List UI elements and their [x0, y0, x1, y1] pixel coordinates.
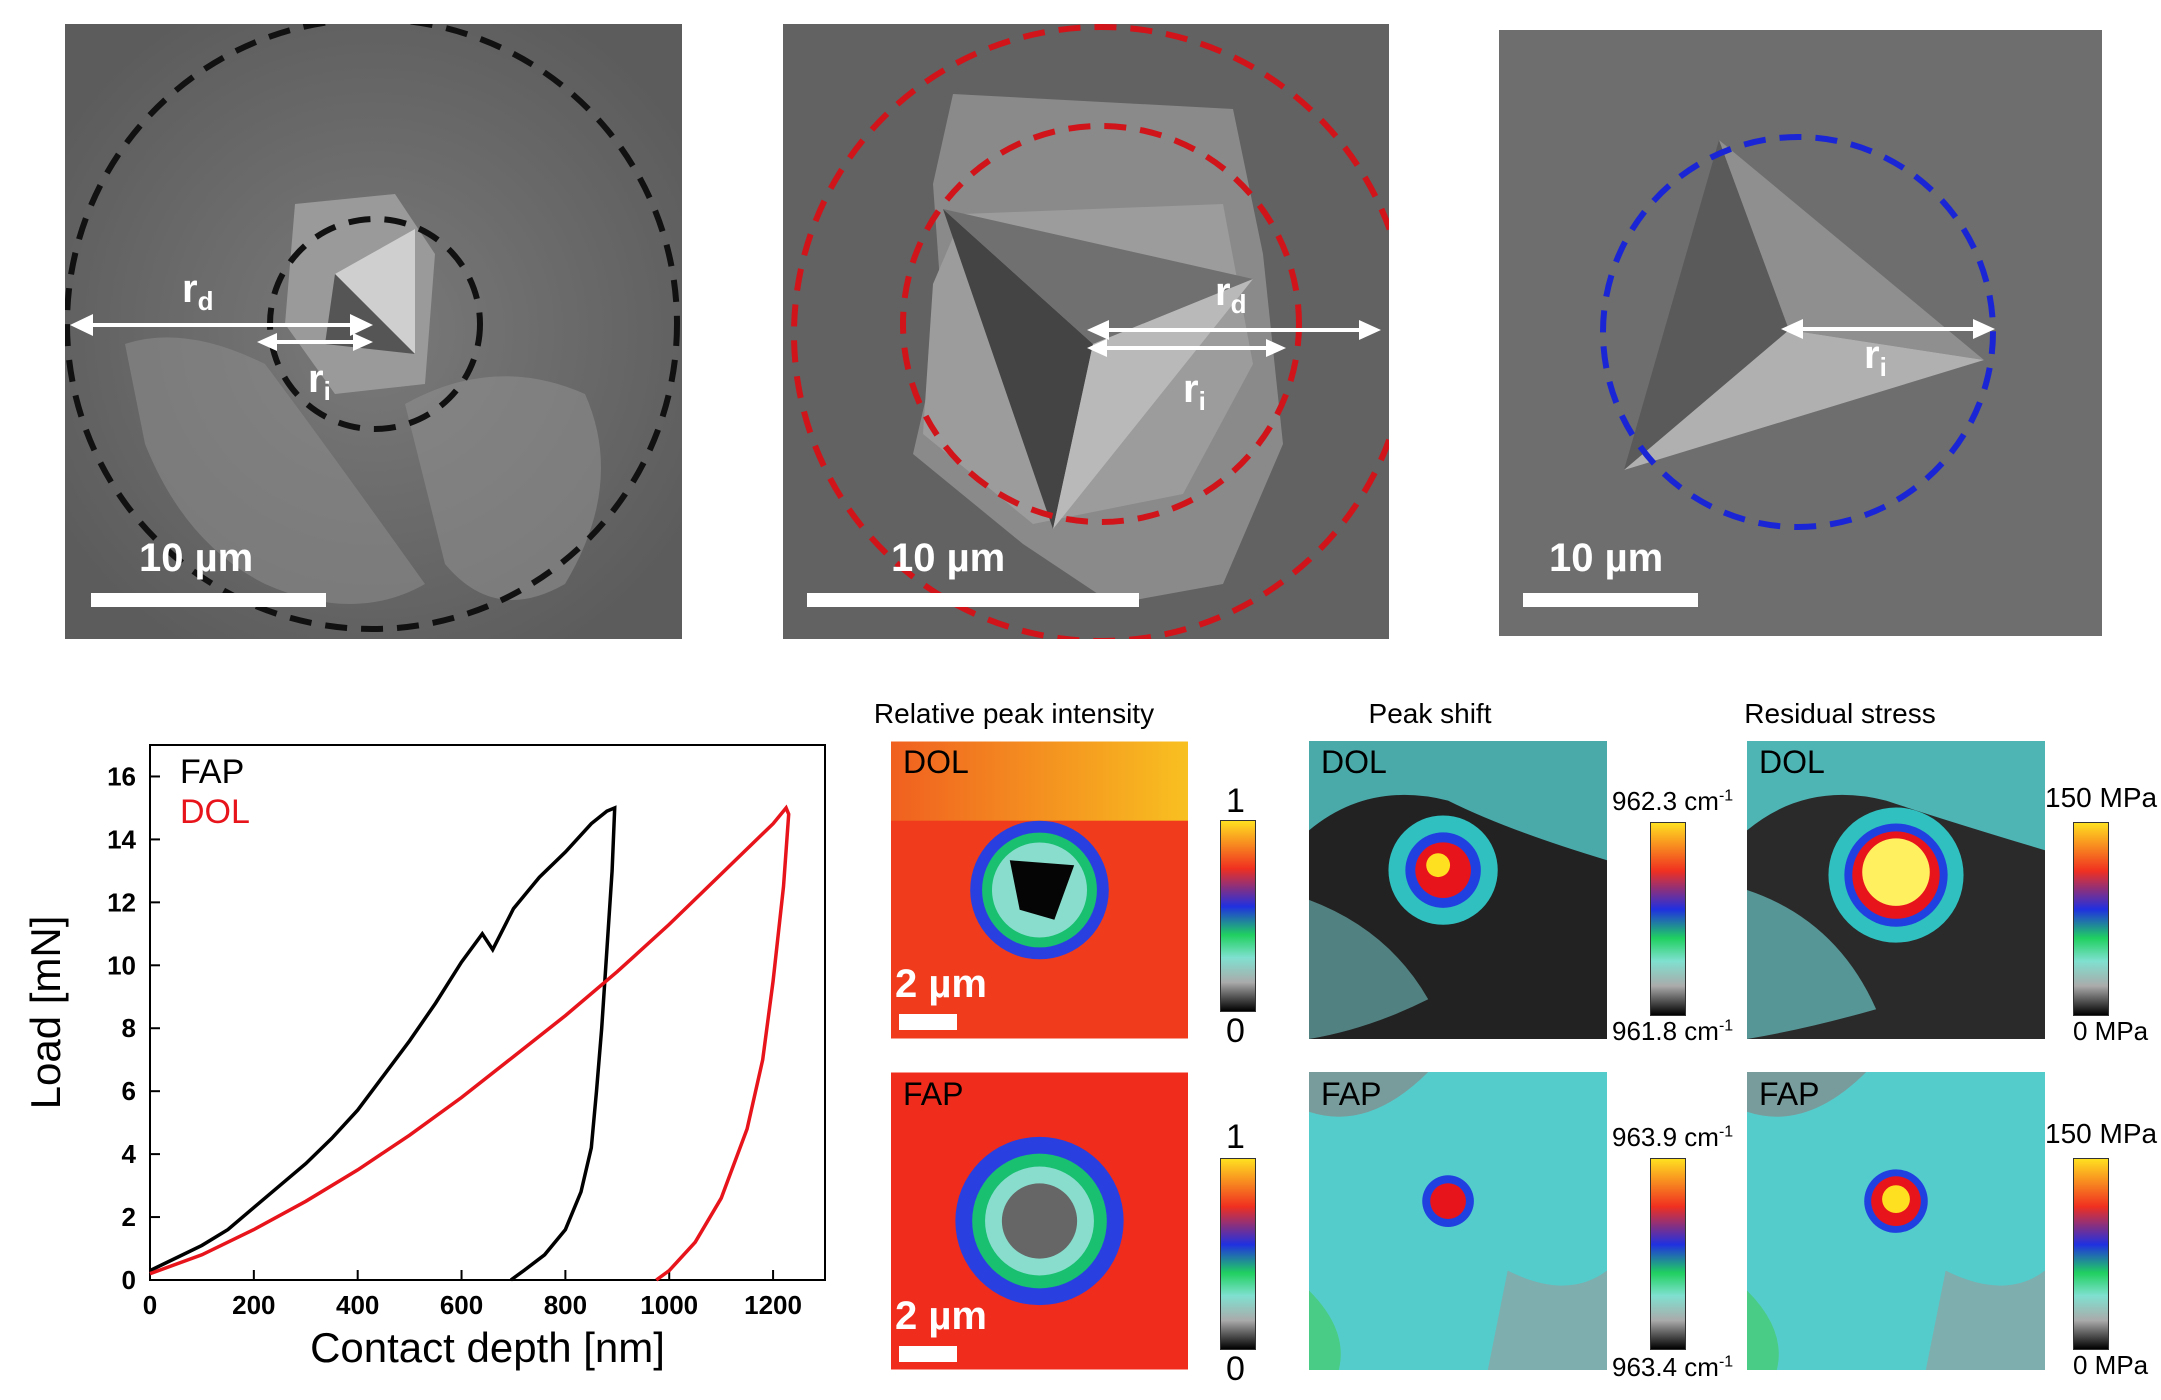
- colorbar-bottom-label: 961.8 cm-1: [1612, 1016, 1734, 1046]
- circle-rd: [791, 24, 1389, 639]
- map-scale-label: 2 µm: [895, 1294, 987, 1338]
- sem-image-dol-drawing: [783, 24, 1389, 639]
- label-ri: ri: [1183, 367, 1206, 416]
- sem-image-third-drawing: [1499, 30, 2102, 636]
- map-stress-dol: DOL: [1747, 740, 2045, 1040]
- x-axis-label: Contact depth [nm]: [310, 1324, 665, 1371]
- colorbar-bottom-label: 0 MPa: [2073, 1350, 2149, 1380]
- sem-image-third: ri 10 µm: [1499, 30, 2102, 636]
- colorbar-top-label: 1: [1226, 782, 1245, 820]
- scale-label: 10 µm: [139, 536, 254, 580]
- label-ri: ri: [308, 357, 331, 406]
- colorbar-bottom-label: 0: [1226, 1350, 1245, 1388]
- colorbar-bottom-label: 963.4 cm-1: [1612, 1352, 1734, 1382]
- map-stress-fap-drawing: [1747, 1072, 2045, 1370]
- label-rd: rd: [182, 267, 214, 316]
- label-ri: ri: [1864, 333, 1887, 382]
- colorbar-stress-fap: [2073, 1158, 2109, 1350]
- y-axis-label: Load [mN]: [22, 916, 69, 1110]
- map-intensity-fap: FAP 2 µm: [891, 1072, 1188, 1370]
- colorbar-top-label: 150 MPa: [2045, 782, 2158, 813]
- scale-bar: [1523, 593, 1698, 607]
- map-intensity-fap-drawing: [891, 1072, 1188, 1370]
- plot-frame: [149, 744, 826, 1281]
- map-scale-label: 2 µm: [895, 962, 987, 1006]
- colorbar-shift-fap: [1650, 1158, 1686, 1350]
- y-tick-label: 10: [107, 950, 136, 980]
- circle-rd: [65, 24, 680, 632]
- x-tick-label: 800: [544, 1290, 587, 1320]
- sem-image-dol: rd ri 10 µm: [783, 24, 1389, 639]
- sem-image-fap: rd ri 10 µm: [65, 24, 682, 639]
- scale-label: 10 µm: [1549, 536, 1664, 580]
- series-line-fap: [149, 805, 617, 1282]
- scale-bar: [91, 593, 326, 607]
- series-line-dol: [149, 804, 791, 1282]
- y-tick-label: 0: [122, 1265, 136, 1295]
- map-tag: DOL: [1759, 744, 1825, 780]
- x-tick-label: 400: [336, 1290, 379, 1320]
- map-tag: FAP: [1321, 1076, 1382, 1112]
- y-tick-label: 8: [122, 1013, 136, 1043]
- map-scale-bar: [899, 1346, 957, 1362]
- x-tick-label: 1000: [640, 1290, 698, 1320]
- y-tick-label: 4: [122, 1139, 137, 1169]
- colorbar-top-label: 1: [1226, 1118, 1245, 1156]
- x-tick-label: 1200: [744, 1290, 802, 1320]
- x-tick-label: 0: [143, 1290, 157, 1320]
- colorbar-top-label: 962.3 cm-1: [1612, 786, 1734, 816]
- colorbar-top-label: 150 MPa: [2045, 1118, 2158, 1149]
- sem-image-fap-drawing: [65, 24, 682, 639]
- map-tag: FAP: [1759, 1076, 1820, 1112]
- title-residual-stress: Residual stress: [1744, 698, 1936, 729]
- map-intensity-dol-drawing: [891, 741, 1188, 1039]
- circle-ri: [1600, 134, 1996, 530]
- y-tick-label: 6: [122, 1076, 136, 1106]
- label-rd: rd: [1215, 270, 1247, 319]
- map-stress-dol-drawing: [1747, 741, 2045, 1039]
- map-shift-fap-drawing: [1309, 1072, 1607, 1370]
- map-shift-dol-drawing: [1309, 741, 1607, 1039]
- circle-ri: [900, 123, 1302, 525]
- legend-entry-fap: FAP: [180, 753, 244, 791]
- y-tick-label: 12: [107, 887, 136, 917]
- colorbar-top-label: 963.9 cm-1: [1612, 1122, 1734, 1152]
- colorbar-bottom-label: 0 MPa: [2073, 1016, 2149, 1046]
- y-tick-label: 2: [122, 1202, 136, 1232]
- x-tick-label: 200: [232, 1290, 275, 1320]
- x-tick-label: 600: [440, 1290, 483, 1320]
- map-stress-fap: FAP: [1747, 1072, 2045, 1370]
- legend-entry-dol: DOL: [180, 793, 250, 831]
- scale-bar: [807, 593, 1139, 607]
- map-scale-bar: [899, 1014, 957, 1030]
- colorbar-intensity-fap: [1220, 1158, 1256, 1350]
- map-tag: DOL: [903, 744, 969, 780]
- colorbar-shift-dol: [1650, 822, 1686, 1016]
- colorbar-bottom-label: 0: [1226, 1012, 1245, 1050]
- y-tick-label: 16: [107, 761, 136, 791]
- y-tick-label: 14: [107, 824, 136, 854]
- map-tag: DOL: [1321, 744, 1387, 780]
- map-shift-fap: FAP: [1309, 1072, 1607, 1370]
- colorbar-stress-dol: [2073, 822, 2109, 1016]
- title-peak-shift: Peak shift: [1368, 698, 1492, 729]
- load-depth-chart: 0 200 400 600 800 1000 1200 0 2 4 6 8 10 12 14 16 Contac…: [22, 744, 826, 1371]
- map-shift-dol: DOL: [1309, 740, 1607, 1040]
- map-tag: FAP: [903, 1076, 964, 1112]
- map-intensity-dol: DOL 2 µm: [891, 740, 1188, 1040]
- colorbar-intensity-dol: [1220, 820, 1256, 1012]
- scale-label: 10 µm: [891, 536, 1006, 580]
- title-relative-peak-intensity: Relative peak intensity: [873, 698, 1155, 729]
